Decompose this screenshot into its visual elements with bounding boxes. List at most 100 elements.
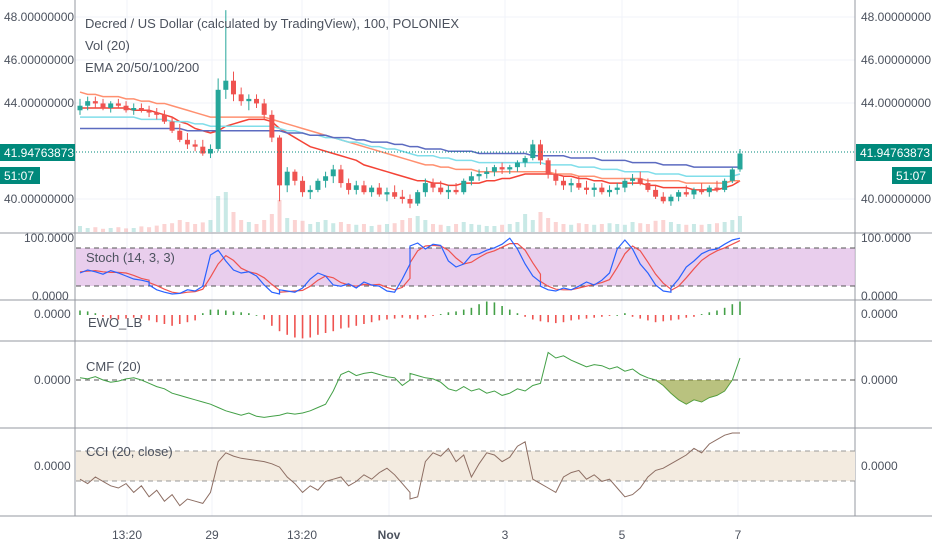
candle-body <box>706 187 712 193</box>
right-countdown-label <box>892 167 932 184</box>
volume-bar <box>592 224 597 232</box>
ewo-bar <box>163 315 166 324</box>
candle-body <box>545 160 551 174</box>
ewo-bar <box>317 315 319 335</box>
volume-bar <box>515 222 520 232</box>
ewo-bar <box>294 315 296 338</box>
volume-bar <box>369 226 374 232</box>
ewo-bar <box>593 315 595 318</box>
volume-bar <box>638 223 643 232</box>
volume-bar <box>231 212 236 232</box>
ewo-bar <box>178 315 181 324</box>
volume-bar <box>93 227 98 232</box>
candle-body <box>100 103 106 108</box>
left-last-price-label <box>0 144 75 161</box>
candle-body <box>207 148 213 154</box>
ewo-bar <box>301 315 304 339</box>
candle-body <box>683 192 689 195</box>
candle-body <box>330 169 336 177</box>
ewo-bar <box>378 315 381 321</box>
candle-body <box>184 139 190 145</box>
volume-bar <box>331 223 336 232</box>
candle-body <box>138 108 144 111</box>
cmf-line <box>79 351 741 418</box>
ewo-bar <box>531 315 534 320</box>
candles <box>77 10 743 209</box>
ewo-bar <box>186 315 189 323</box>
volume-bar <box>622 224 627 232</box>
volume-bar <box>431 224 436 232</box>
right-last-price: 41.94763873 <box>860 146 930 160</box>
candle-body <box>514 162 520 168</box>
volume-bar <box>446 226 451 232</box>
volume-bar <box>530 220 535 232</box>
ewo-bar <box>79 310 81 315</box>
volume-bar <box>200 222 205 232</box>
candle-body <box>369 187 375 193</box>
cmf-tick-left: 0.0000 <box>34 373 71 387</box>
ewo-bar <box>723 307 726 315</box>
ewo-bar <box>601 315 603 317</box>
volume-bar <box>661 220 666 232</box>
candle-body <box>361 185 367 193</box>
volume-bar <box>262 220 267 232</box>
ewo-bar <box>255 315 258 316</box>
volume-bar <box>684 224 689 232</box>
ewo-bar <box>155 315 158 323</box>
ewo-bar <box>570 315 572 321</box>
volume-bar <box>300 220 305 232</box>
volume-bar <box>523 214 528 232</box>
volume-bar <box>477 224 482 232</box>
ewo-bar <box>209 309 212 315</box>
volume-bar <box>246 222 251 232</box>
candle-body <box>445 189 451 193</box>
volume-bar <box>338 222 343 232</box>
right-tick-46: 46.00000000 <box>861 53 931 67</box>
ewo-bar <box>347 315 350 328</box>
ewo-bar <box>624 313 626 315</box>
candle-body <box>499 167 505 170</box>
candle-body <box>653 189 659 197</box>
right-tick-40: 40.00000000 <box>861 192 931 206</box>
right-tick-48: 48.00000000 <box>861 10 931 24</box>
ewo-bar <box>455 311 457 315</box>
ewo-bar <box>102 315 104 317</box>
cci-line <box>79 432 740 507</box>
volume-bar <box>147 227 152 232</box>
cci-band <box>76 451 855 481</box>
candle-body <box>507 167 513 170</box>
candle-body <box>300 180 306 193</box>
volume-bar <box>507 224 512 232</box>
candle-body <box>315 180 321 190</box>
volume-bar <box>691 224 696 232</box>
candle-body <box>476 173 482 177</box>
volume-bar <box>400 220 405 232</box>
volume-bar <box>722 222 727 232</box>
cci-tick-right: 0.0000 <box>861 459 898 473</box>
ewo-bar <box>194 315 196 321</box>
volume-bar <box>361 224 366 232</box>
volume-bar <box>285 218 290 232</box>
volume-bar <box>116 227 121 232</box>
right-countdown: 51:07 <box>896 169 926 183</box>
ewo-bar <box>739 301 741 315</box>
ewo-bar <box>616 315 619 316</box>
ewo-bar <box>493 302 496 315</box>
cci-tick-left: 0.0000 <box>34 459 71 473</box>
candle-body <box>307 189 313 193</box>
volume-bar <box>408 218 412 232</box>
volume-bar <box>346 224 351 232</box>
ewo-bar <box>516 313 519 315</box>
ewo-bar <box>439 314 442 315</box>
ewo-bar <box>240 312 242 315</box>
volume-bar <box>177 220 182 232</box>
volume-bar <box>607 223 612 232</box>
volume-bar <box>208 220 213 232</box>
candle-body <box>676 192 682 197</box>
ewo-bar <box>608 315 611 316</box>
cmf-tick-right: 0.0000 <box>861 373 898 387</box>
ewo-bars <box>79 301 741 339</box>
volume-bar <box>315 222 320 232</box>
candle-body <box>115 103 121 106</box>
ewo-bar <box>708 312 711 315</box>
